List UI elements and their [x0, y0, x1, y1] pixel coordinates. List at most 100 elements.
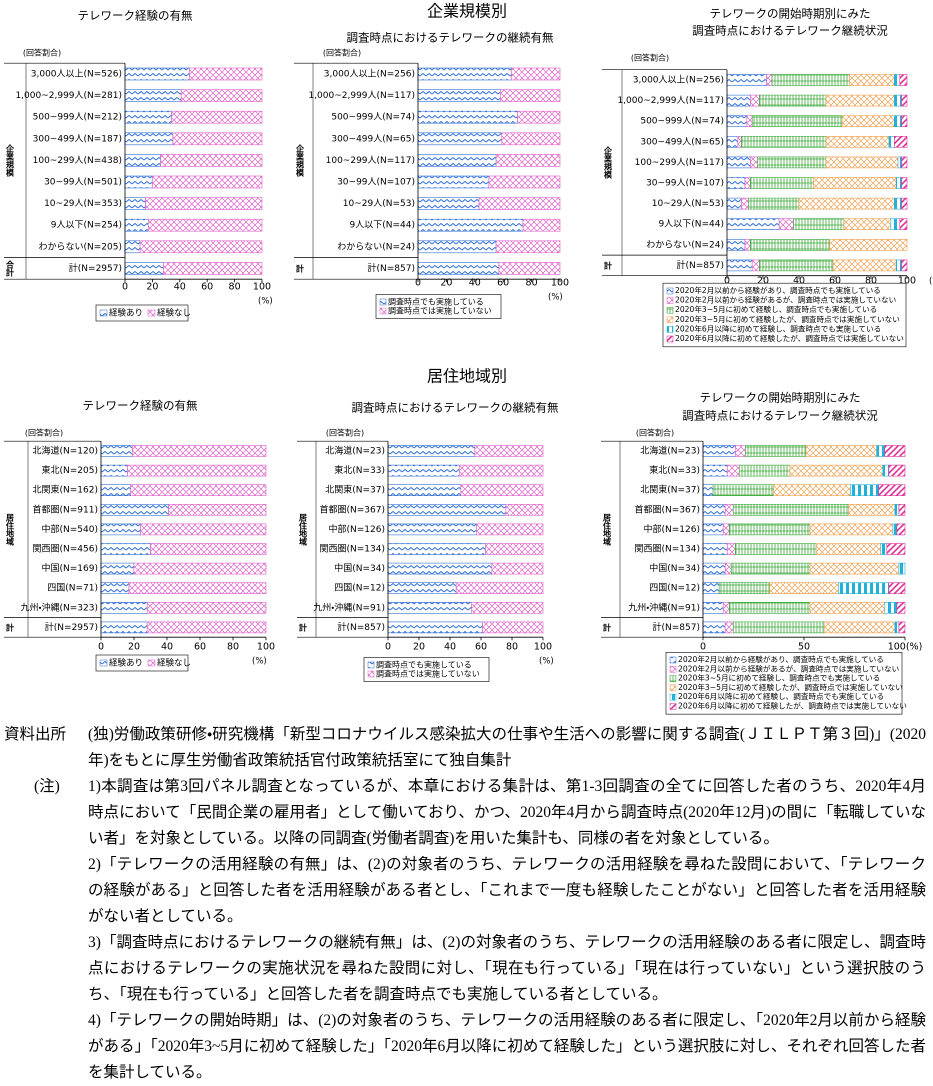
category-label: 500~999人(N=74)	[331, 113, 415, 123]
x-unit: (%)	[539, 657, 554, 667]
category-label: 10~29人(N=53)	[343, 199, 415, 209]
bar-segment	[100, 582, 130, 595]
legend-label: 2020年2月以前から経験があり、調査時点でも実施している	[675, 285, 881, 295]
bar-segment	[702, 484, 714, 497]
bar-segment	[124, 262, 164, 275]
x-tick-label: 100	[551, 278, 569, 289]
bar-segment	[495, 240, 561, 254]
bar-segment	[899, 74, 908, 86]
x-tick-label: 40	[469, 278, 481, 289]
x-tick-label: 80	[506, 642, 518, 653]
bar-segment	[100, 562, 135, 575]
bar-segment	[850, 484, 880, 497]
category-label: 北関東(N=162)	[33, 484, 98, 496]
x-tick-label: 100	[257, 642, 275, 653]
category-label: 北海道(N=23)	[325, 445, 385, 457]
category-label: 300~499人(N=65)	[640, 137, 724, 147]
note-text: 「テレワークの活用経験の有無」は、(2)の対象者のうち、テレワークの活用経験を尋…	[88, 856, 926, 925]
bar-segment	[898, 503, 906, 516]
bar-segment	[825, 156, 899, 169]
chart-title: テレワークの開始時期別にみた	[700, 391, 861, 405]
bar-segment	[702, 445, 736, 457]
note-item: 3)「調査時点におけるテレワークの継続有無」は、(2)の対象者のうち、テレワーク…	[88, 930, 926, 1008]
legend-label: 2020年6月以降に初めて経験し、調査時点でも実施している	[675, 323, 881, 333]
chart-title: テレワーク経験の有無	[83, 399, 198, 413]
bar-segment	[124, 240, 141, 254]
bar-segment	[168, 503, 267, 516]
legend-swatch	[669, 703, 677, 710]
chart-title: 調査時点におけるテレワークの継続有無	[347, 31, 554, 45]
bar-segment	[511, 67, 561, 81]
note-item: 4)「テレワークの開始時期」は、(2)の対象者のうち、テレワークの活用経験のある…	[88, 1008, 926, 1086]
bar-segment	[888, 136, 895, 148]
bar-segment	[726, 94, 751, 107]
category-label: 中国(N=34)	[334, 562, 385, 574]
bar-segment	[759, 259, 834, 272]
bar-segment	[172, 132, 263, 146]
bar-segment	[702, 543, 728, 555]
bar-segment	[766, 74, 773, 86]
category-label: 計(N=857)	[368, 262, 415, 274]
legend-label: 2020年3~5月に初めて経験し、調査時点でも実施している	[678, 673, 880, 683]
note-label: (注)	[34, 778, 60, 795]
legend-label: 調査時点でも実施している	[388, 297, 484, 307]
bar-segment	[726, 239, 746, 251]
bar-segment	[750, 94, 760, 107]
legend-swatch	[147, 309, 156, 317]
legend-swatch	[147, 659, 156, 667]
x-tick-label: 60	[201, 282, 213, 293]
bar-segment	[124, 218, 149, 232]
bar-segment	[809, 562, 900, 575]
category-label: 九州・沖縄(N=91)	[313, 601, 385, 613]
x-tick-label: 20	[757, 276, 769, 287]
category-label: 計(N=857)	[677, 259, 724, 271]
bar-segment	[778, 218, 794, 230]
bar-segment	[132, 445, 267, 457]
category-label: 300~499人(N=65)	[331, 134, 415, 144]
category-label: 3,000人以上(N=256)	[324, 69, 415, 80]
bar-segment	[491, 562, 544, 575]
category-label: 3,000人以上(N=256)	[633, 75, 724, 86]
bar-segment	[789, 464, 884, 477]
legend-box	[95, 304, 189, 322]
bar-segment	[500, 89, 561, 102]
bar-segment	[724, 562, 732, 575]
bar-segment	[517, 110, 561, 124]
bar-segment	[124, 175, 153, 189]
category-label: 100~299人(N=117)	[635, 158, 724, 168]
bar-segment	[146, 601, 267, 614]
chart-title: 調査時点におけるテレワークの継続有無	[352, 401, 559, 415]
bar-segment	[726, 115, 748, 127]
x-tick-label: 80	[865, 276, 877, 287]
bar-segment	[474, 445, 544, 457]
section-title: 企業規模別	[427, 2, 507, 21]
category-label: 関西圏(N=134)	[320, 544, 385, 555]
bar-segment	[898, 562, 906, 575]
bar-segment	[180, 89, 263, 102]
note-text: 「テレワークの開始時期」は、(2)の対象者のうち、テレワークの活用経験のある者に…	[88, 1012, 926, 1081]
legend-label: 2020年6月以降に初めて経験し、調査時点でも実施している	[678, 691, 884, 701]
y-unit: (回答割合)	[23, 48, 61, 58]
category-label: わからない(N=205)	[39, 241, 122, 252]
bar-segment	[124, 154, 161, 167]
group-label: 居住地域	[6, 513, 15, 546]
note-text: 「調査時点におけるテレワークの継続有無」は、(2)の対象者のうち、テレワークの活…	[88, 934, 926, 1003]
bar-segment	[387, 562, 493, 575]
legend-label: 経験なし	[157, 658, 191, 669]
bar-segment	[884, 601, 898, 614]
bar-segment	[726, 543, 736, 555]
bar-segment	[722, 523, 730, 536]
legend-label: 2020年6月以降に初めて経験したが、調査時点では実施していない	[675, 333, 904, 343]
bar-segment	[741, 197, 749, 210]
category-label: 計(N=2957)	[69, 262, 122, 274]
chart-title: 調査時点におけるテレワーク継続状況	[692, 24, 888, 38]
category-label: 1,000~2,999人(N=117)	[308, 91, 415, 101]
bar-segment	[894, 621, 900, 634]
x-tick-label: 20	[440, 278, 452, 289]
bar-segment	[724, 621, 734, 634]
legend-swatch	[666, 326, 674, 333]
legend-box	[375, 294, 502, 319]
bar-segment	[730, 562, 811, 575]
category-label: 中部(N=126)	[644, 523, 700, 535]
